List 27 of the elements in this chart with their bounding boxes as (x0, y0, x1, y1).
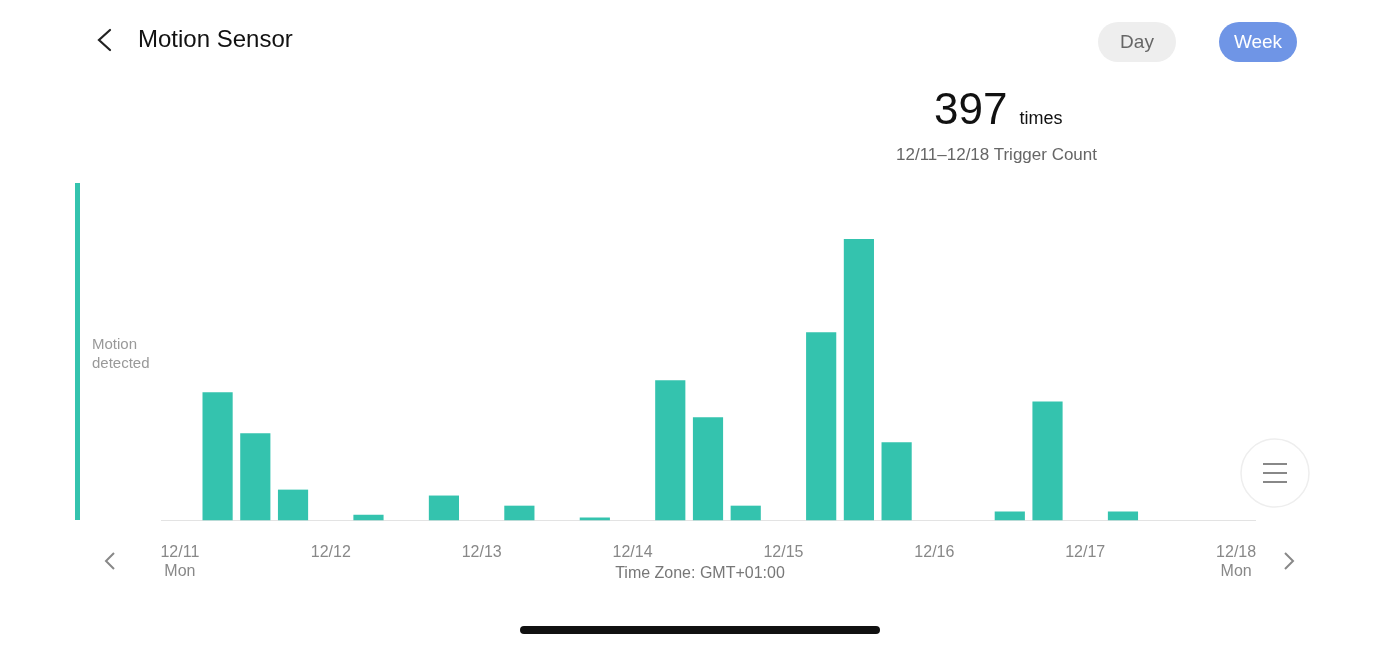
x-tick-label: 12/12 (310, 542, 351, 560)
x-tick-label: 12/18 Mon (1216, 542, 1257, 579)
x-tick-label: 12/13 (461, 542, 502, 560)
x-tick-label: 12/15 (763, 542, 804, 560)
bar (730, 505, 761, 521)
x-tick-label: 12/14 (612, 542, 653, 560)
bar (202, 392, 233, 521)
bar (504, 505, 535, 521)
y-axis-title: Motion detected (92, 334, 151, 372)
bar (655, 380, 686, 521)
x-axis-title: Time Zone: GMT+01:00 (614, 564, 786, 582)
text: Week (1219, 22, 1297, 62)
bar (692, 417, 724, 521)
x-tick-label: 12/11 Mon (160, 542, 200, 579)
text: Day (1098, 22, 1176, 62)
x-tick-label: 12/16 (914, 542, 955, 560)
bar (1032, 401, 1063, 521)
bar (277, 489, 309, 521)
bar (240, 433, 271, 521)
text: 397 times (934, 84, 1063, 133)
bar (881, 442, 912, 521)
bar (806, 332, 837, 521)
x-tick-label: 12/17 (1065, 542, 1106, 560)
chart-subtitle: 12/11–12/18 Trigger Count (896, 145, 1097, 165)
bar (843, 239, 874, 521)
chart-title: Motion Sensor (138, 25, 293, 53)
bar (428, 495, 460, 521)
